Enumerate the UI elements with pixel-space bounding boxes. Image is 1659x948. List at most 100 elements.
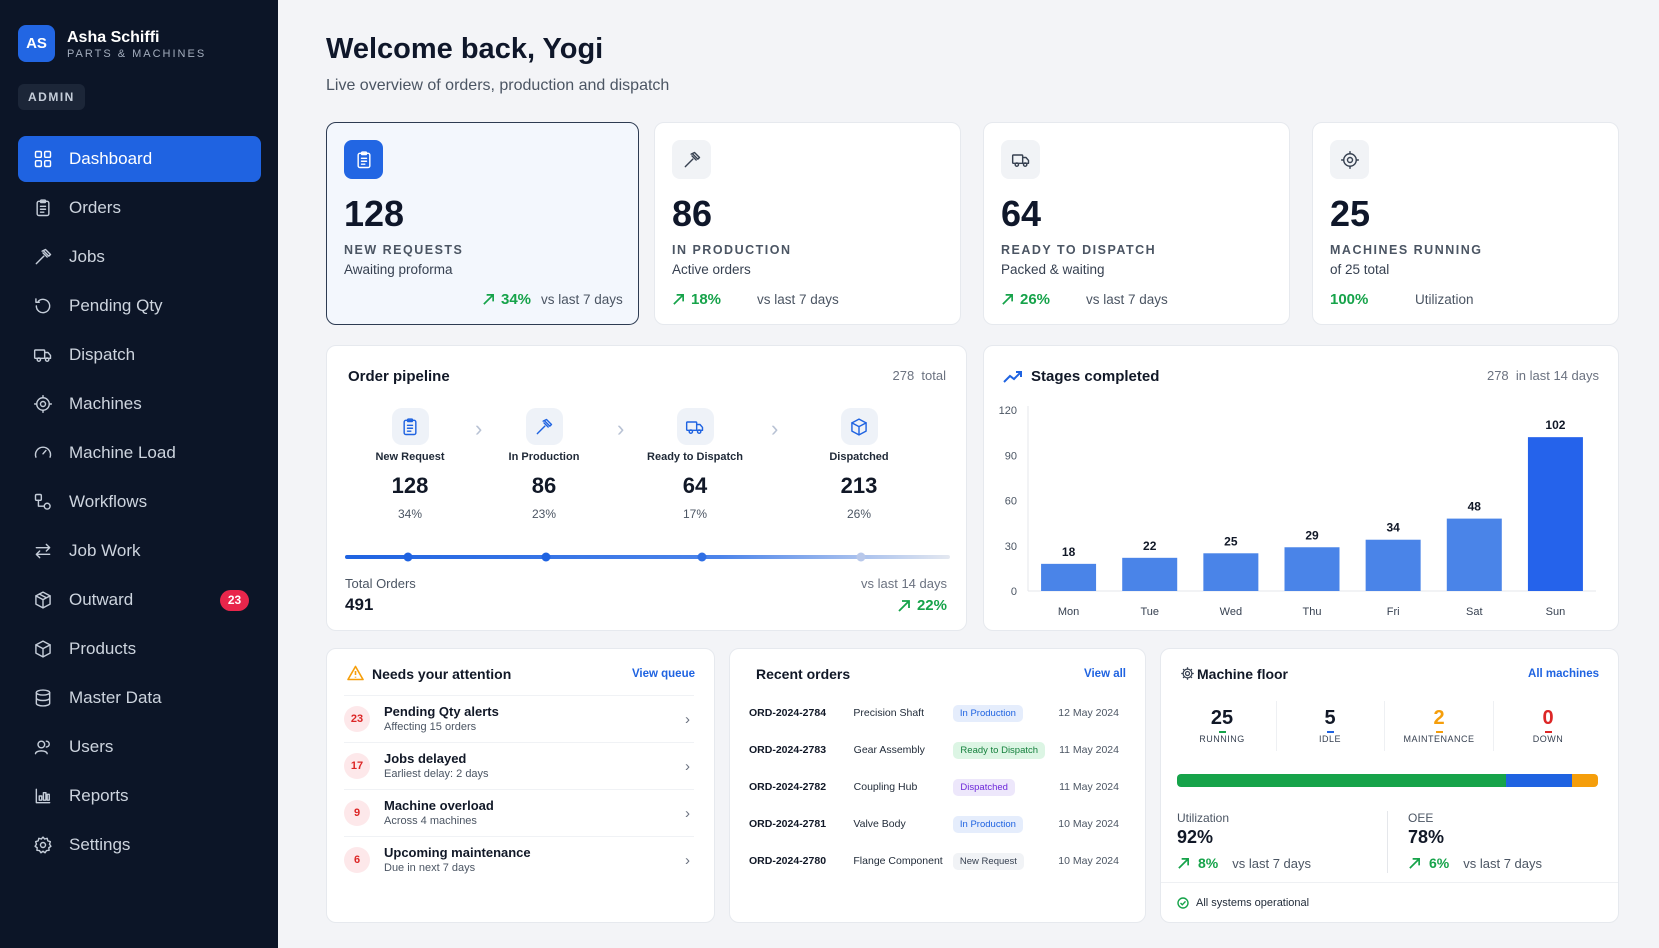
truck-icon: [1011, 153, 1029, 167]
idle-segment: [1505, 774, 1572, 787]
pipeline-stage[interactable]: Ready to Dispatch 64 17%: [640, 408, 750, 521]
all-machines-link[interactable]: All machines: [1528, 668, 1599, 680]
bar-wed[interactable]: [1203, 553, 1259, 591]
pipeline-vs: vs last 14 days: [861, 576, 947, 591]
kpi-card-new-requests[interactable]: 128 NEW REQUESTS Awaiting proforma 34% v…: [326, 122, 639, 325]
bar-fri[interactable]: [1365, 539, 1421, 591]
sidebar-item-label: Orders: [69, 198, 121, 217]
pipeline-stage[interactable]: New Request 128 34%: [355, 408, 465, 521]
clipboard-icon: [403, 417, 417, 435]
x-tick-label: Thu: [1303, 606, 1322, 618]
history-icon: [35, 298, 51, 314]
system-status: All systems operational: [1177, 897, 1309, 909]
truck-icon: [33, 349, 52, 362]
attention-item[interactable]: 6 Upcoming maintenance Due in next 7 day…: [344, 836, 694, 882]
report-icon: [33, 786, 53, 806]
attention-item[interactable]: 9 Machine overload Across 4 machines ›: [344, 789, 694, 835]
chevron-right-icon: ›: [685, 805, 690, 822]
pipeline-trend: 22%: [897, 597, 947, 614]
stage-value: 64: [682, 473, 708, 498]
sidebar-nav: Dashboard Orders Jobs Pending Qty Dispatch Ma…: [18, 136, 261, 871]
sidebar-item-settings[interactable]: Settings: [18, 822, 261, 868]
bar-mon[interactable]: [1041, 563, 1097, 591]
bar-sat[interactable]: [1446, 518, 1502, 591]
y-tick-label: 120: [999, 405, 1017, 417]
kpi-trend: 26%: [1001, 291, 1050, 308]
sidebar-item-pending-qty[interactable]: Pending Qty: [18, 283, 261, 329]
sidebar-item-machine-load[interactable]: Machine Load: [18, 430, 261, 476]
stage-value: 86: [531, 473, 557, 498]
bar-thu[interactable]: [1284, 547, 1340, 591]
table-row[interactable]: ORD-2024-2784 Precision Shaft In Product…: [749, 695, 1119, 731]
order-name: Flange Component: [853, 855, 943, 867]
chevron-right-icon: ›: [475, 416, 483, 441]
machine-stat-down: 0 DOWN: [1498, 707, 1598, 744]
table-row[interactable]: ORD-2024-2780 Flange Component New Reque…: [749, 843, 1119, 879]
bar-value-label: 18: [1062, 545, 1076, 559]
box-icon: [33, 639, 53, 659]
pipeline-title: Order pipeline: [348, 368, 450, 385]
order-id: ORD-2024-2782: [749, 781, 827, 793]
attention-subtitle: Across 4 machines: [384, 815, 477, 827]
bar-sun[interactable]: [1527, 437, 1583, 591]
pipeline-stage[interactable]: Dispatched 213 26%: [804, 408, 914, 521]
machine-stat-value: 0: [1542, 707, 1554, 729]
avatar[interactable]: AS: [18, 25, 55, 62]
order-pipeline-card: Order pipeline 278 total New Request 128…: [326, 345, 967, 631]
trend-up-icon: [1409, 857, 1420, 869]
table-row[interactable]: ORD-2024-2781 Valve Body In Production 1…: [749, 806, 1119, 842]
machine-floor-title: Machine floor: [1197, 666, 1289, 682]
machine-stat-label: DOWN: [1532, 734, 1564, 744]
table-row[interactable]: ORD-2024-2783 Gear Assembly Ready to Dis…: [749, 732, 1119, 768]
trend-icon: [1003, 371, 1022, 383]
running-segment: [1177, 774, 1506, 787]
bar-tue[interactable]: [1122, 557, 1178, 591]
sidebar-item-machines[interactable]: Machines: [18, 381, 261, 427]
history-icon: [33, 296, 53, 316]
sidebar-item-workflows[interactable]: Workflows: [18, 479, 261, 525]
bar-value-label: 34: [1386, 521, 1400, 535]
view-all-link[interactable]: View all: [1084, 668, 1126, 680]
kpi-label: READY TO DISPATCH: [1001, 243, 1157, 257]
x-tick-label: Mon: [1058, 606, 1079, 618]
y-tick-label: 30: [1005, 541, 1017, 553]
kpi-card-ready-to-dispatch[interactable]: 64 READY TO DISPATCH Packed & waiting 26…: [983, 122, 1290, 325]
kpi-value: 86: [672, 193, 713, 234]
progress-dot: [697, 552, 707, 562]
sidebar-item-dashboard[interactable]: Dashboard: [18, 136, 261, 182]
sidebar-item-outward[interactable]: Outward 23: [18, 577, 261, 623]
pipeline-stage[interactable]: In Production 86 23%: [489, 408, 599, 521]
sidebar-item-master-data[interactable]: Master Data: [18, 675, 261, 721]
sidebar-item-products[interactable]: Products: [18, 626, 261, 672]
view-queue-link[interactable]: View queue: [631, 668, 695, 680]
oee-value: 78%: [1408, 827, 1445, 847]
sidebar-item-reports[interactable]: Reports: [18, 773, 261, 819]
sidebar-item-jobs[interactable]: Jobs: [18, 234, 261, 280]
chevron-right-icon: ›: [771, 416, 779, 441]
machine-stat-label: IDLE: [1318, 734, 1341, 744]
sidebar-item-orders[interactable]: Orders: [18, 185, 261, 231]
stage-percent: 26%: [846, 507, 872, 521]
bar-value-label: 22: [1143, 539, 1157, 553]
trend-up-icon: [1178, 857, 1189, 869]
chevron-right-icon: ›: [685, 711, 690, 728]
attention-title: Upcoming maintenance: [384, 845, 531, 860]
company-name: PARTS & MACHINES: [67, 47, 207, 60]
order-date: 11 May 2024: [1059, 781, 1119, 793]
hammer-icon: [684, 151, 700, 167]
attention-item[interactable]: 23 Pending Qty alerts Affecting 15 order…: [344, 695, 694, 741]
table-row[interactable]: ORD-2024-2782 Coupling Hub Dispatched 11…: [749, 769, 1119, 805]
stage-icon: [676, 408, 714, 445]
utilization-trend: 8% vs last 7 days: [1177, 855, 1311, 871]
kpi-card-machines-running[interactable]: 25 MACHINES RUNNING of 25 total 100% Uti…: [1312, 122, 1619, 325]
attention-item[interactable]: 17 Jobs delayed Earliest delay: 2 days ›: [344, 742, 694, 788]
sidebar-item-job-work[interactable]: Job Work: [18, 528, 261, 574]
sidebar-item-label: Products: [69, 639, 137, 658]
attention-count: 9: [344, 799, 370, 826]
sidebar-item-users[interactable]: Users: [18, 724, 261, 770]
attention-title: Needs your attention: [372, 666, 512, 682]
stages-chart-card: Stages completed 278 in last 14 days 0 30…: [983, 345, 1619, 631]
stage-icon: [840, 408, 878, 445]
sidebar-item-dispatch[interactable]: Dispatch: [18, 332, 261, 378]
kpi-card-in-production[interactable]: 86 IN PRODUCTION Active orders 18% vs la…: [654, 122, 961, 325]
